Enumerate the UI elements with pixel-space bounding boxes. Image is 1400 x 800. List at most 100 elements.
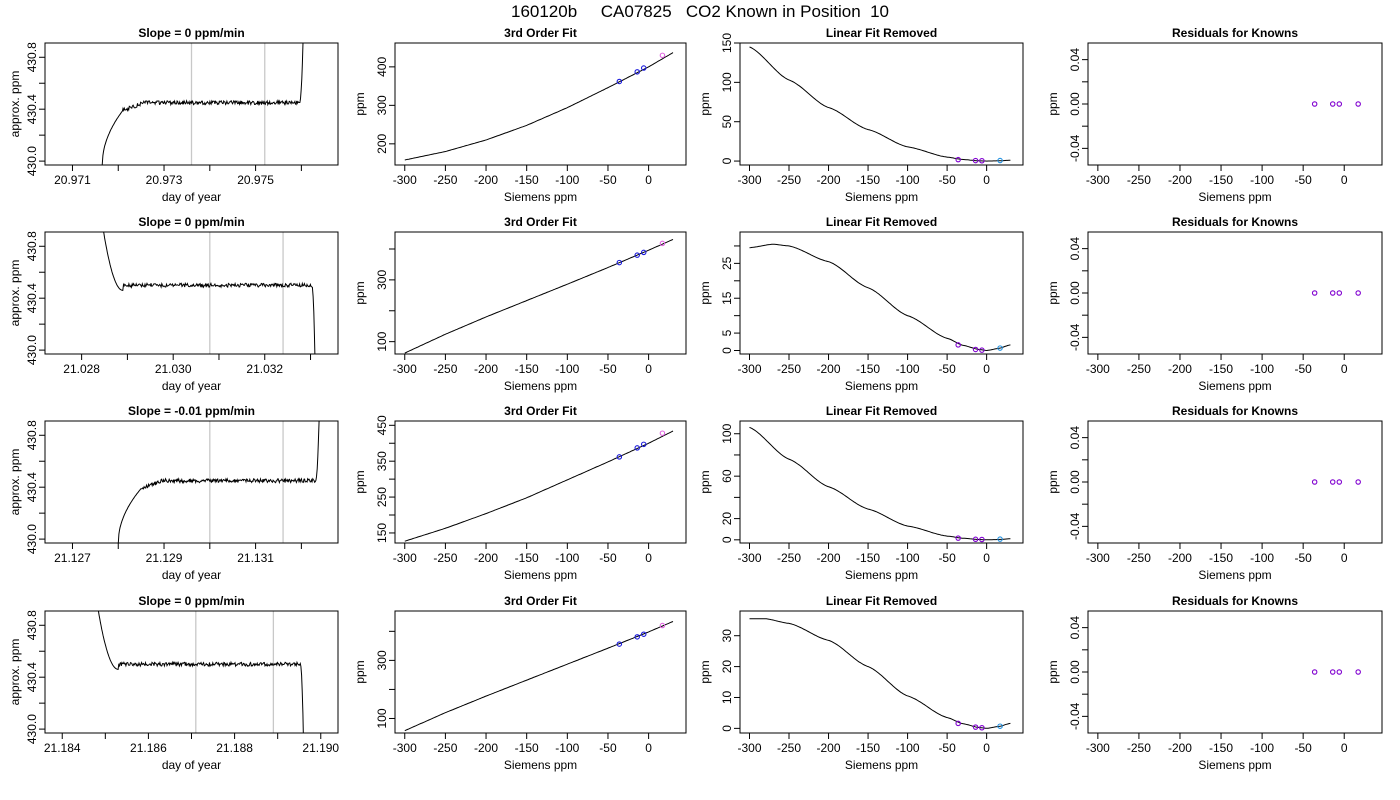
x-tick-label: -300 — [737, 362, 761, 376]
chart-title: Slope = 0 ppm/min — [138, 26, 244, 40]
y-tick-label: -0.04 — [1068, 134, 1082, 162]
x-tick-label: 21.131 — [237, 551, 274, 565]
x-axis-label: day of year — [162, 190, 221, 204]
panel-trace-row-3: Slope = -0.01 ppm/min 21.127 21.129 21.131 4… — [8, 404, 339, 582]
data-point — [979, 536, 985, 543]
x-tick-label: -100 — [555, 362, 579, 376]
x-tick-label: -200 — [474, 741, 498, 755]
data-point — [640, 631, 647, 637]
x-tick-label: -200 — [817, 362, 841, 376]
x-tick-label: -300 — [1086, 551, 1110, 565]
data-point — [616, 78, 623, 85]
x-tick-label: -50 — [1294, 741, 1312, 755]
y-tick-label: 200 — [375, 134, 389, 154]
data-point — [634, 634, 640, 640]
fit-curve — [404, 238, 674, 354]
y-tick-label: 430.4 — [25, 472, 39, 502]
x-tick-label: -50 — [938, 362, 956, 376]
figure-title: 160120b CA07825 CO2 Known in Position 10 — [510, 2, 890, 21]
plot-area — [97, 611, 304, 733]
x-tick-label: 0 — [983, 741, 990, 755]
x-tick-label: -100 — [555, 551, 579, 565]
x-tick-label: -100 — [1250, 551, 1274, 565]
y-tick-label: 0.04 — [1068, 616, 1082, 640]
x-tick-label: 0 — [983, 551, 990, 565]
fit-curve — [749, 46, 1011, 162]
x-tick-label: -250 — [777, 551, 801, 565]
y-tick-label: 0 — [720, 725, 734, 732]
panel-fit-row-4: 3rd Order Fit -300 -250 -200 -150 -100 -50 0 100… — [353, 594, 687, 772]
x-tick-label: -200 — [474, 551, 498, 565]
y-tick-label: 430.8 — [25, 420, 39, 450]
x-tick-label: 21.127 — [54, 551, 91, 565]
fit-curve — [404, 621, 674, 732]
data-point — [640, 65, 647, 71]
x-tick-label: -50 — [938, 551, 956, 565]
plot-frame — [44, 231, 339, 355]
plot-frame — [44, 42, 339, 166]
x-tick-label: -200 — [817, 173, 841, 187]
x-tick-label: 21.186 — [130, 741, 167, 755]
data-point — [659, 52, 666, 59]
x-tick-label: -50 — [938, 741, 956, 755]
plot-frame — [739, 610, 1024, 734]
x-tick-label: -100 — [555, 173, 579, 187]
trace-line — [103, 232, 316, 354]
y-tick-label: 0 — [720, 536, 734, 543]
plot-area — [749, 46, 1011, 162]
y-tick-label: 100 — [720, 423, 734, 443]
data-point — [1336, 290, 1343, 296]
x-tick-label: 0 — [645, 551, 652, 565]
x-axis-label: day of year — [162, 568, 221, 582]
y-tick-label: 450 — [375, 415, 389, 435]
y-tick-label: 0 — [720, 157, 734, 164]
x-axis-label: Siemens ppm — [1198, 190, 1271, 204]
plot-frame — [1087, 610, 1383, 734]
plot-area — [749, 426, 1011, 541]
plot-area — [404, 238, 674, 354]
x-tick-label: -300 — [737, 173, 761, 187]
x-tick-label: 21.129 — [146, 551, 183, 565]
x-tick-label: -200 — [474, 173, 498, 187]
data-point — [634, 252, 640, 258]
panel-linear-row-4: Linear Fit Removed -300 -250 -200 -150 -100 -5… — [698, 594, 1024, 772]
x-tick-label: -200 — [817, 551, 841, 565]
x-axis-label: Siemens ppm — [1198, 568, 1271, 582]
data-point — [659, 430, 666, 436]
plot-frame — [44, 420, 339, 544]
x-axis-label: Siemens ppm — [504, 379, 577, 393]
x-tick-label: 0 — [983, 362, 990, 376]
data-point — [1355, 479, 1361, 485]
x-tick-label: -300 — [1086, 741, 1110, 755]
x-tick-label: -150 — [856, 362, 880, 376]
y-axis-label: approx. ppm — [8, 71, 22, 138]
data-point — [1336, 479, 1343, 485]
plot-area — [749, 243, 1011, 352]
x-tick-label: -200 — [1168, 362, 1192, 376]
plot-frame — [1087, 231, 1383, 355]
x-tick-label: 21.030 — [155, 362, 192, 376]
fit-curve — [749, 243, 1011, 352]
x-tick-label: 0 — [1341, 362, 1348, 376]
data-point — [1355, 101, 1361, 107]
y-axis-label: ppm — [353, 470, 367, 493]
chart-title: Linear Fit Removed — [826, 404, 937, 418]
fit-curve — [749, 618, 1011, 729]
y-tick-label: 150 — [375, 523, 389, 543]
y-axis-label: ppm — [1046, 660, 1060, 683]
y-tick-label: 400 — [375, 57, 389, 77]
panel-fit-row-3: 3rd Order Fit -300 -250 -200 -150 -100 -50 0 150… — [353, 404, 687, 582]
x-tick-label: -300 — [737, 741, 761, 755]
data-point — [972, 157, 979, 164]
x-tick-label: 21.190 — [302, 741, 339, 755]
chart-title: Residuals for Knowns — [1172, 26, 1298, 40]
plot-frame — [394, 610, 687, 734]
chart-title: Linear Fit Removed — [826, 215, 937, 229]
y-tick-label: 20 — [720, 512, 734, 526]
x-tick-label: -300 — [393, 741, 417, 755]
y-tick-label: 5 — [720, 329, 734, 336]
x-tick-label: -200 — [817, 741, 841, 755]
plot-frame — [394, 42, 687, 166]
plot-area — [749, 618, 1011, 729]
